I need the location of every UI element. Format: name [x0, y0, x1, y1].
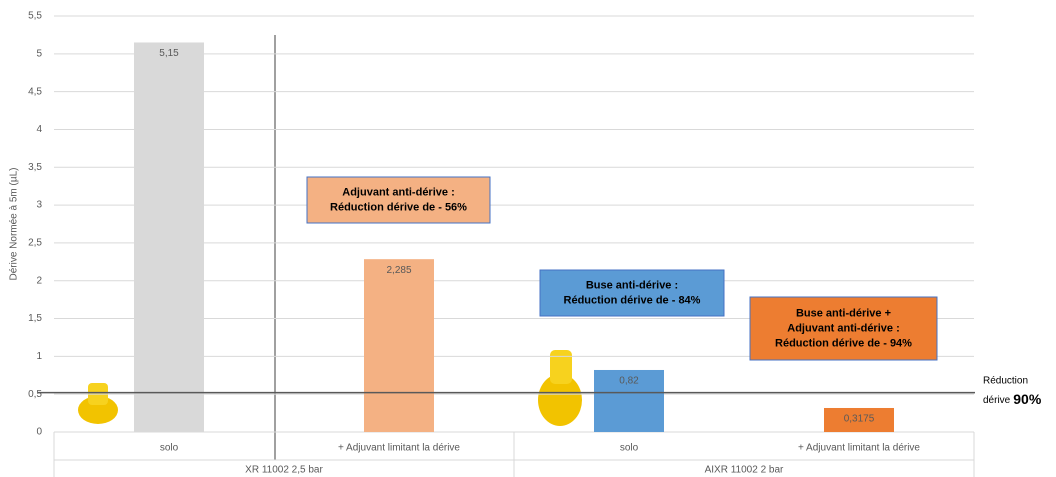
y-tick-label: 4 [36, 124, 42, 135]
annotation-text: Adjuvant anti-dérive : [787, 322, 899, 334]
annotation-text: Buse anti-dérive : [586, 279, 678, 291]
y-tick-label: 2,5 [28, 238, 42, 249]
axis-frame [53, 432, 975, 477]
bar [594, 369, 664, 432]
annotation-box [749, 296, 938, 361]
group-label: XR 11002 2,5 bar [245, 465, 323, 476]
annotation-text: Réduction dérive de - 56% [330, 201, 467, 213]
reference-label-value: 90% [1013, 391, 1042, 407]
reference-label: dérive 90% [983, 391, 1042, 407]
y-tick-label: 0 [36, 427, 42, 438]
bar [824, 407, 894, 432]
y-tick-label: 5,5 [28, 11, 42, 22]
group-label: AIXR 11002 2 bar [705, 465, 784, 476]
reference-label: Réduction [983, 376, 1028, 387]
x-tick-label: + Adjuvant limitant la dérive [798, 443, 920, 454]
annotation-text: Adjuvant anti-dérive : [342, 186, 454, 198]
bar [134, 42, 204, 433]
annotation-text: Buse anti-dérive + [796, 307, 891, 319]
y-tick-label: 3 [36, 200, 42, 211]
value-label: 2,285 [386, 265, 411, 276]
nozzle-icon [78, 350, 582, 426]
y-tick-label: 4,5 [28, 86, 42, 97]
x-tick-label: solo [620, 443, 639, 454]
value-label: 5,15 [159, 48, 179, 59]
y-tick-label: 1,5 [28, 313, 42, 324]
y-tick-label: 2 [36, 275, 42, 286]
annotation-text: Réduction dérive de - 84% [564, 294, 701, 306]
y-axis-label: Dérive Normée à 5m (µL) [9, 167, 20, 280]
y-tick-label: 0,5 [28, 389, 42, 400]
y-tick-label: 5 [36, 48, 42, 59]
y-tick-label: 1 [36, 351, 42, 362]
bar [364, 259, 434, 432]
annotation-box [539, 269, 725, 317]
value-label: 0,3175 [844, 414, 875, 425]
value-label: 0,82 [619, 376, 639, 387]
annotation-text: Réduction dérive de - 94% [775, 337, 912, 349]
x-tick-label: solo [160, 443, 179, 454]
annotation-box [306, 176, 491, 224]
x-tick-label: + Adjuvant limitant la dérive [338, 443, 460, 454]
y-tick-label: 3,5 [28, 162, 42, 173]
reference-label-text: dérive [983, 395, 1011, 406]
